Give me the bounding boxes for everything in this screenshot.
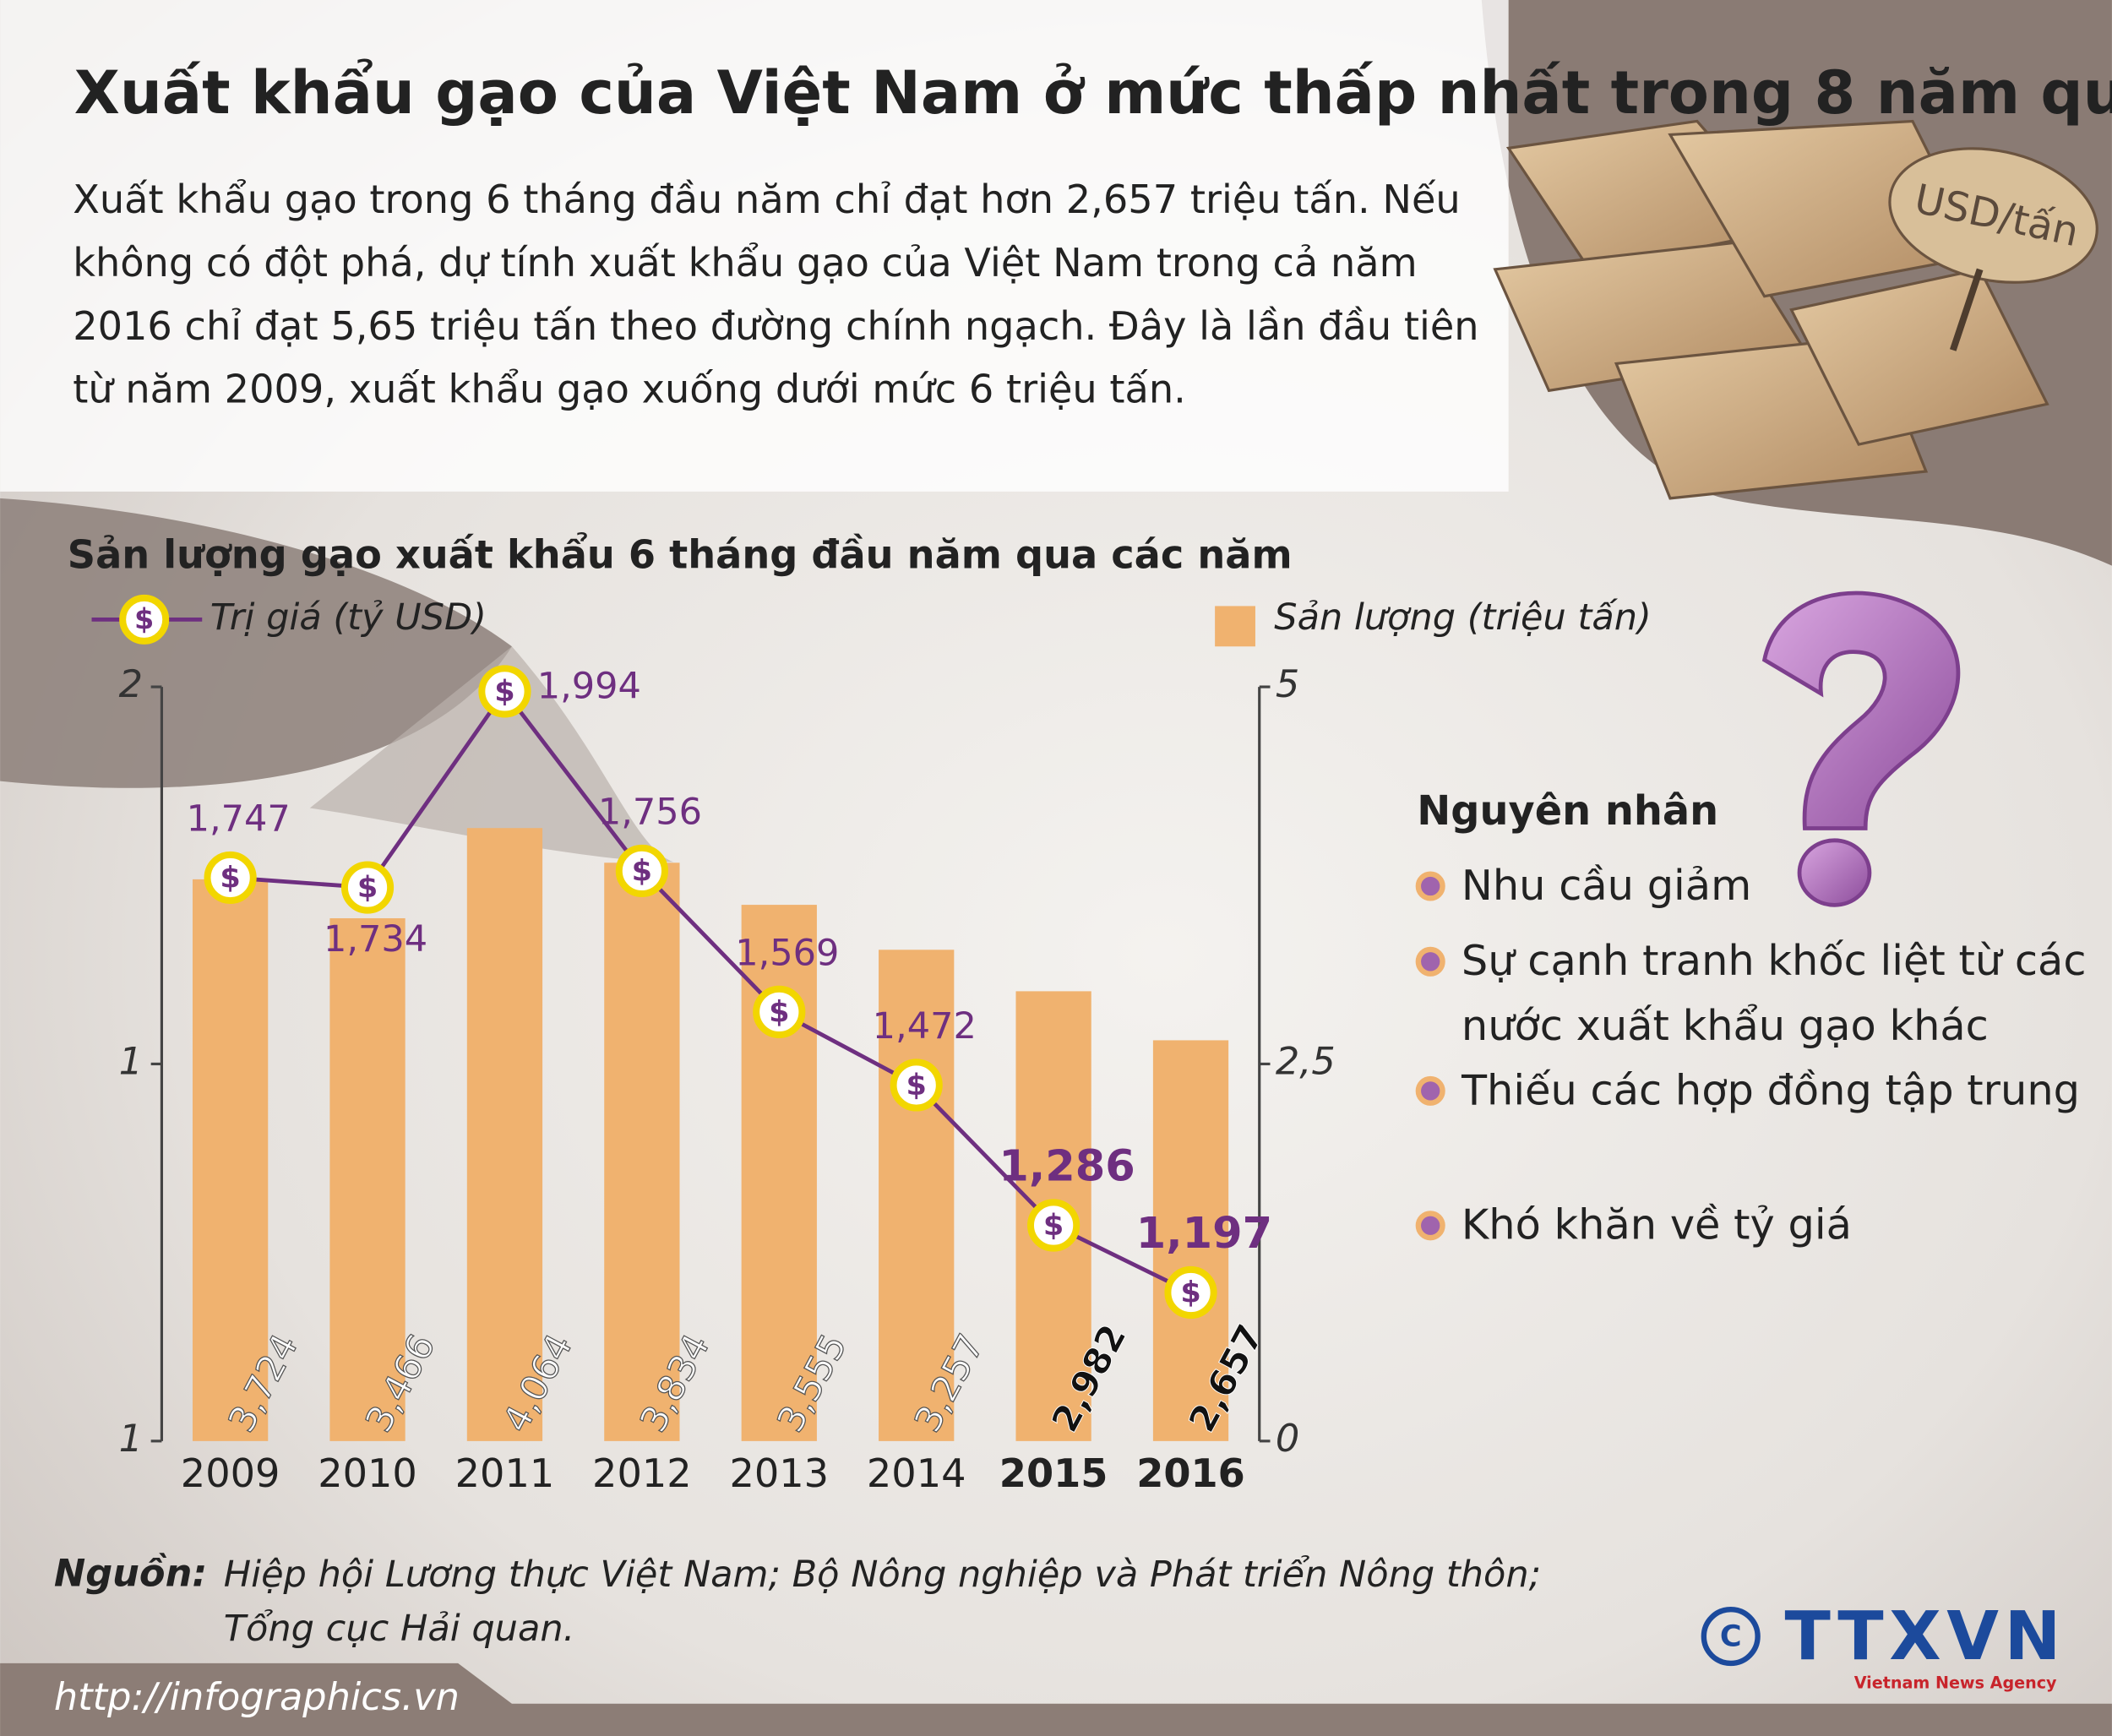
- bar: [192, 879, 269, 1441]
- bullet: [1415, 1211, 1445, 1241]
- line-value-label: 1,994: [537, 666, 641, 708]
- source-label: Nguồn:: [54, 1551, 207, 1595]
- reason-box: Khó khăn về tỷ giá: [1461, 1201, 1852, 1250]
- line-marker: [204, 851, 257, 905]
- line-value-label: 1,756: [598, 791, 702, 833]
- title: Xuất khẩu gạo của Việt Nam ở mức thấp nh…: [74, 58, 2112, 128]
- agency: Vietnam News Agency: [1854, 1673, 2057, 1692]
- reason: Khó khăn về tỷ giá: [1461, 1201, 1852, 1250]
- marker-icon: $: [769, 994, 789, 1029]
- legend-label: Sản lượng (triệu tấn): [1274, 596, 1652, 639]
- logo: TTXVN: [1784, 1597, 2060, 1675]
- line-marker: [478, 665, 531, 718]
- reasons-list: Nhu cầu giảm Sự cạnh tranh khốc liệt từ c…: [1415, 862, 2087, 1250]
- bar: [1152, 1040, 1229, 1441]
- marker-icon: $: [1043, 1208, 1064, 1243]
- line-value-label: 1,747: [187, 797, 291, 840]
- copyright-c: C: [1720, 1619, 1742, 1654]
- line-value-label: 1,286: [999, 1142, 1135, 1192]
- footer-band: [0, 1663, 2112, 1736]
- line-value-label: 1,472: [873, 1005, 977, 1048]
- bar: [466, 828, 543, 1441]
- x-tick-label: 2013: [729, 1450, 829, 1496]
- line-value-label: 1,734: [324, 918, 427, 961]
- line-value-label: 1,197: [1136, 1209, 1272, 1259]
- x-tick-label: 2011: [455, 1450, 555, 1496]
- value-line: [230, 688, 1192, 1295]
- reason-box: Nhu cầu giảm: [1461, 862, 1752, 911]
- line-marker: [1164, 1265, 1217, 1320]
- x-tick-label: 2009: [181, 1450, 280, 1496]
- legend-marker: [119, 594, 170, 645]
- x-tick-label: 2012: [592, 1450, 692, 1496]
- x-tick-label: 2016: [1136, 1450, 1245, 1496]
- legend-icon: $: [134, 602, 154, 635]
- copyright-ring: [1701, 1606, 1761, 1667]
- line-value-label: 1,569: [735, 932, 839, 974]
- reason-box: Thiếu các hợp đồng tập trung: [1461, 1066, 2081, 1116]
- description: Xuất khẩu gạo trong 6 tháng đầu năm chỉ …: [73, 176, 1479, 412]
- marker-icon: $: [906, 1068, 926, 1102]
- reason: Sự cạnh tranh khốc liệt từ các nước xuất…: [1461, 937, 2087, 1051]
- y-tick-label: 1: [119, 1039, 143, 1083]
- marker-icon: $: [1180, 1276, 1200, 1310]
- line-marker: [753, 985, 806, 1038]
- line-marker: [890, 1058, 943, 1112]
- legend-label: Trị giá (tỷ USD): [210, 596, 487, 639]
- description-box: Xuất khẩu gạo trong 6 tháng đầu năm chỉ …: [73, 176, 1479, 412]
- bar: [604, 863, 680, 1441]
- bullet: [1415, 1075, 1445, 1106]
- x-tick-label: 2010: [318, 1450, 417, 1496]
- x-tick-label: 2014: [867, 1450, 966, 1496]
- reasons-title: Nguyên nhân: [1417, 788, 1718, 835]
- legend-swatch: [1215, 606, 1255, 647]
- bar: [879, 950, 955, 1441]
- chart-title: Sản lượng gạo xuất khẩu 6 tháng đầu năm …: [68, 532, 1293, 578]
- y2-tick-label: 5: [1276, 662, 1299, 706]
- reason: Thiếu các hợp đồng tập trung: [1461, 1066, 2081, 1116]
- question-mark-icon: [1761, 590, 1961, 907]
- reason-box: Sự cạnh tranh khốc liệt từ các nước xuất…: [1461, 937, 2087, 1051]
- source-box: Hiệp hội Lương thực Việt Nam; Bộ Nông ng…: [223, 1554, 1542, 1650]
- reason: Nhu cầu giảm: [1461, 862, 1752, 911]
- marker-icon: $: [357, 870, 378, 905]
- source-text: Hiệp hội Lương thực Việt Nam; Bộ Nông ng…: [223, 1554, 1542, 1650]
- bar: [329, 917, 406, 1441]
- marker-icon: $: [494, 674, 514, 709]
- background-shape: [309, 646, 674, 863]
- header-panel: [0, 0, 1509, 492]
- bullet: [1415, 871, 1445, 901]
- y2-tick-label: 2,5: [1276, 1039, 1336, 1083]
- y2-tick-label: 0: [1276, 1417, 1299, 1461]
- y-tick-label: 1: [119, 1417, 143, 1461]
- marker-icon: $: [220, 861, 240, 895]
- line-marker: [340, 861, 395, 914]
- x-tick-label: 2015: [999, 1450, 1108, 1496]
- bullet: [1415, 946, 1445, 977]
- background-shape: [0, 498, 512, 788]
- footer-url: http://infographics.vn: [54, 1675, 460, 1719]
- line-marker: [615, 844, 668, 897]
- marker-icon: $: [632, 854, 652, 889]
- y-tick-label: 2: [119, 662, 143, 706]
- line-marker: [1027, 1199, 1080, 1252]
- rice-bags: [1493, 119, 2098, 500]
